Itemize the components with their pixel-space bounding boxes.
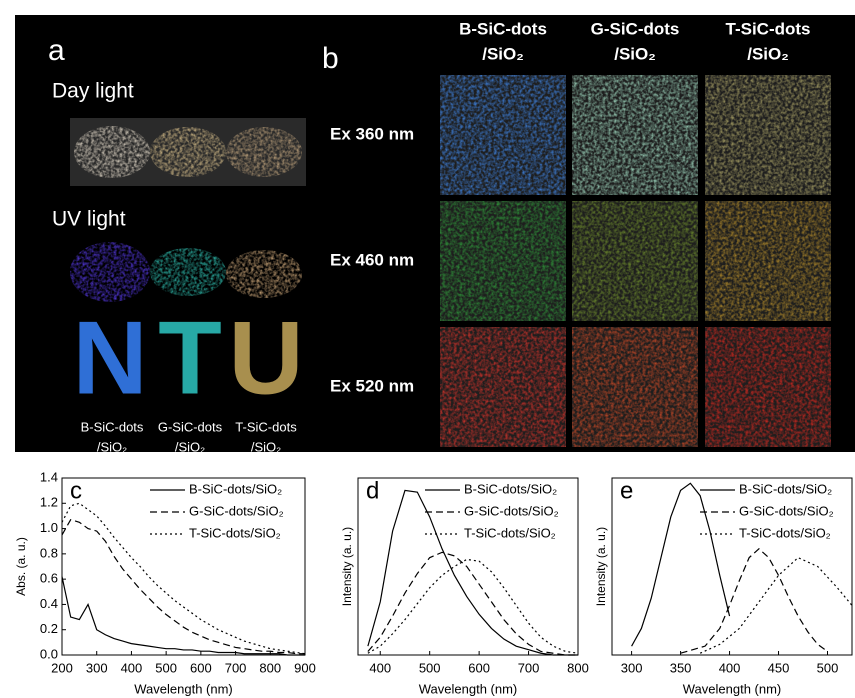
y-axis-label: Intensity (a. u.) [340, 527, 354, 606]
legend-label: B-SiC-dots/SiO₂ [464, 481, 557, 496]
column-header: /SiO₂ [747, 44, 789, 63]
x-tick-label: 500 [817, 660, 839, 675]
data-line [632, 483, 730, 646]
luminescence-tile [572, 201, 698, 321]
x-axis-label: Wavelength (nm) [419, 681, 518, 696]
powder [74, 126, 150, 178]
legend-label: G-SiC-dots/SiO₂ [189, 503, 284, 518]
panel-label: a [48, 34, 65, 67]
panel-label: e [620, 477, 633, 504]
y-axis-label: Intensity (a. u.) [594, 527, 608, 606]
legend-label: T-SiC-dots/SiO₂ [739, 525, 831, 540]
row-label: Ex 460 nm [330, 250, 414, 269]
caption: /SiO₂ [251, 439, 281, 454]
x-tick-label: 500 [419, 660, 441, 675]
legend-label: G-SiC-dots/SiO₂ [464, 503, 559, 518]
row-label: Ex 520 nm [330, 376, 414, 395]
row-label: Ex 360 nm [330, 124, 414, 143]
caption: B-SiC-dots [81, 419, 144, 434]
x-tick-label: 300 [86, 660, 108, 675]
column-header: B-SiC-dots [459, 19, 547, 38]
x-tick-label: 400 [719, 660, 741, 675]
y-tick-label: 1.2 [40, 495, 58, 510]
x-axis-label: Wavelength (nm) [683, 681, 782, 696]
powder [70, 242, 150, 302]
legend-label: T-SiC-dots/SiO₂ [464, 525, 556, 540]
column-header: /SiO₂ [482, 44, 524, 63]
legend-label: T-SiC-dots/SiO₂ [189, 525, 281, 540]
powder [150, 127, 226, 177]
caption: /SiO₂ [97, 439, 127, 454]
y-tick-label: 0.2 [40, 621, 58, 636]
y-tick-label: 1.0 [40, 520, 58, 535]
luminescence-tile [572, 75, 698, 195]
y-tick-label: 0.8 [40, 545, 58, 560]
panel-label: b [322, 42, 339, 75]
x-tick-label: 200 [51, 660, 73, 675]
caption: /SiO₂ [175, 439, 205, 454]
luminescence-tile [440, 75, 566, 195]
data-line [62, 577, 305, 655]
luminescence-tile [705, 75, 831, 195]
x-tick-label: 800 [567, 660, 589, 675]
x-tick-label: 700 [225, 660, 247, 675]
legend-label: B-SiC-dots/SiO₂ [189, 481, 282, 496]
powder [226, 250, 302, 298]
luminescence-tile [440, 327, 566, 447]
panel-label: d [366, 477, 379, 504]
powder [226, 127, 302, 177]
x-tick-label: 300 [621, 660, 643, 675]
x-tick-label: 400 [369, 660, 391, 675]
powder-letter: U [228, 300, 303, 416]
y-tick-label: 0.6 [40, 571, 58, 586]
y-tick-label: 1.4 [40, 469, 58, 484]
powder [150, 248, 226, 296]
data-line [368, 552, 578, 655]
section-label: UV light [52, 208, 126, 231]
x-tick-label: 400 [121, 660, 143, 675]
powder-letter: T [158, 300, 222, 416]
panel-label: c [70, 477, 82, 504]
y-axis-label: Abs. (a. u.) [14, 537, 28, 596]
column-header: G-SiC-dots [591, 19, 680, 38]
x-axis-label: Wavelength (nm) [134, 681, 233, 696]
luminescence-tile [705, 327, 831, 447]
column-header: /SiO₂ [614, 44, 656, 63]
x-tick-label: 900 [294, 660, 316, 675]
section-label: Day light [52, 80, 134, 103]
x-tick-label: 800 [259, 660, 281, 675]
powder-letter: N [72, 300, 147, 416]
luminescence-tile [705, 201, 831, 321]
data-line [681, 549, 828, 653]
luminescence-tile [440, 201, 566, 321]
luminescence-tile [572, 327, 698, 447]
x-tick-label: 600 [468, 660, 490, 675]
y-tick-label: 0.0 [40, 646, 58, 661]
figure: a Day light UV light N T U b B-SiC-dots/… [0, 0, 855, 698]
x-tick-label: 350 [670, 660, 692, 675]
x-tick-label: 450 [768, 660, 790, 675]
y-tick-label: 0.4 [40, 596, 58, 611]
column-header: T-SiC-dots [726, 19, 811, 38]
legend-label: G-SiC-dots/SiO₂ [739, 503, 834, 518]
caption: G-SiC-dots [158, 419, 223, 434]
x-tick-label: 700 [518, 660, 540, 675]
legend-label: B-SiC-dots/SiO₂ [739, 481, 832, 496]
x-tick-label: 600 [190, 660, 212, 675]
caption: T-SiC-dots [235, 419, 297, 434]
x-tick-label: 500 [155, 660, 177, 675]
